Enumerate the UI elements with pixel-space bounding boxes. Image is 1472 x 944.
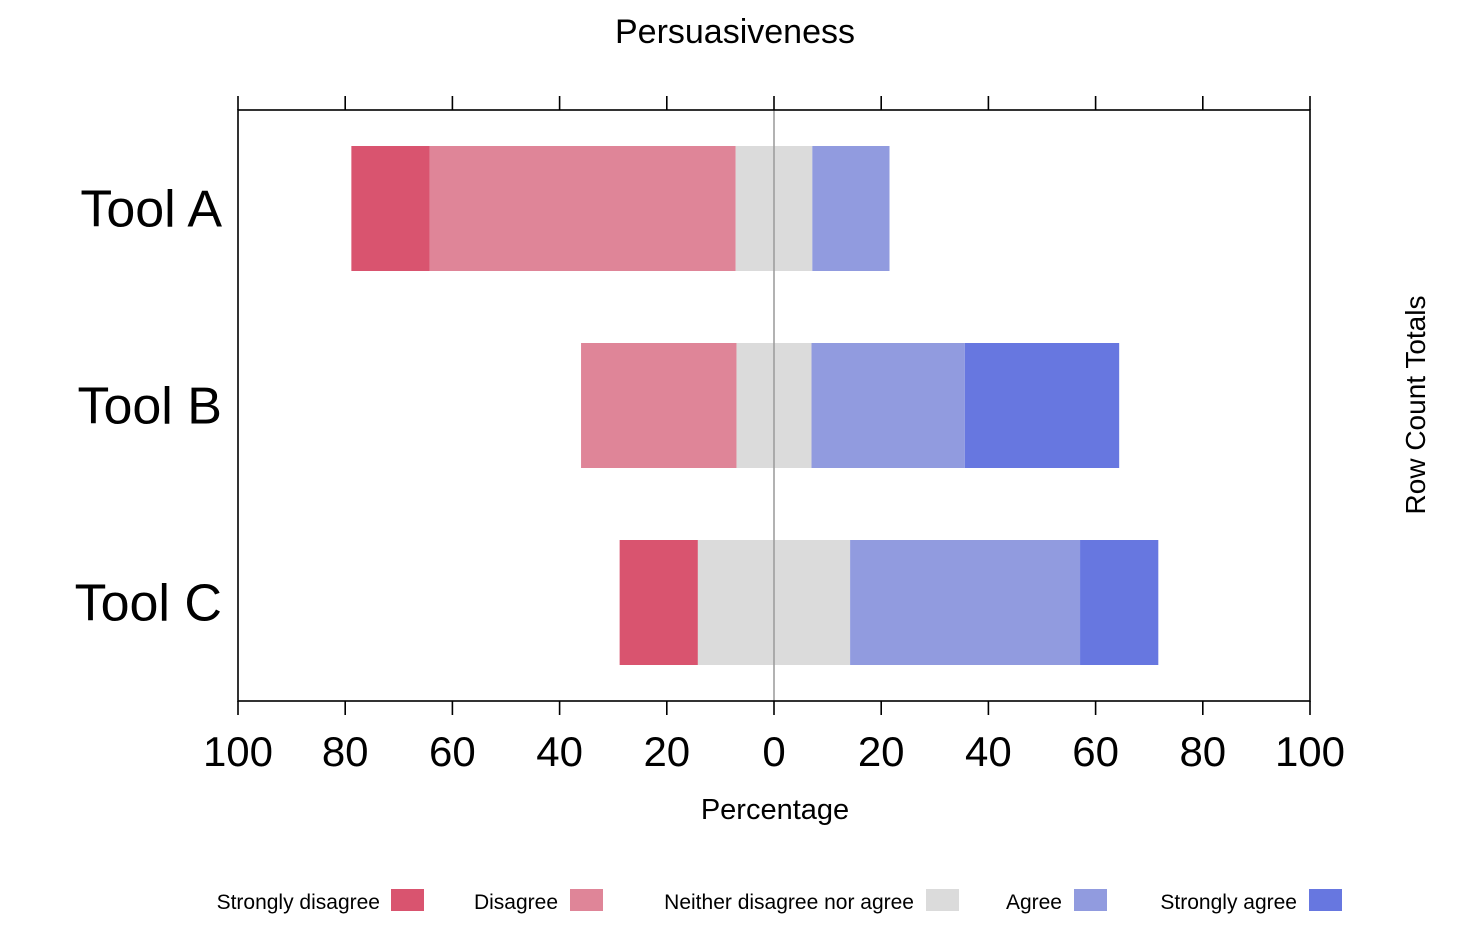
x-tick-label: 100 [203,728,273,775]
category-label: Tool C [75,575,222,633]
legend-swatch [1074,889,1107,911]
bar-segment-tool-c-agree [850,540,1081,665]
legend-swatch [570,889,603,911]
legend-swatch [926,889,959,911]
bar-segment-tool-b-strongly-agree [964,343,1120,468]
x-tick-label: 20 [858,728,905,775]
plot-area: Tool A Tool B Tool C 100 80 60 40 20 0 20 40 60 80 10… [75,96,1345,775]
x-tick-label: 40 [536,728,583,775]
chart-title: Persuasiveness [615,13,855,51]
x-tick-label: 20 [643,728,690,775]
bar-segment-tool-c-strongly-agree [1080,540,1159,665]
bar-segment-tool-b-agree [811,343,965,468]
bar-segment-tool-c-strongly-disagree [619,540,698,665]
bar-segment-tool-b-disagree [581,343,737,468]
legend-label: Strongly agree [1160,891,1297,914]
legend: Strongly disagree Disagree Neither disagre… [217,889,1342,914]
legend-swatch [1309,889,1342,911]
x-tick-label: 80 [1179,728,1226,775]
x-tick-label: 60 [429,728,476,775]
bar-segment-tool-a-disagree [429,146,736,271]
legend-label: Disagree [474,891,558,914]
bar-segment-tool-a-agree [812,146,890,271]
category-label: Tool A [80,181,222,239]
legend-label: Agree [1006,891,1062,914]
legend-swatch [391,889,424,911]
category-label: Tool B [77,378,222,436]
bar-segment-tool-a-strongly-disagree [351,146,430,271]
x-tick-label: 80 [322,728,369,775]
x-tick-label: 40 [965,728,1012,775]
x-tick-label: 100 [1275,728,1345,775]
x-tick-label: 0 [762,728,785,775]
x-tick-label: 60 [1072,728,1119,775]
legend-label: Neither disagree nor agree [664,891,914,914]
y-right-label: Row Count Totals [1400,296,1431,515]
legend-label: Strongly disagree [217,891,380,914]
x-axis-label: Percentage [701,794,849,826]
